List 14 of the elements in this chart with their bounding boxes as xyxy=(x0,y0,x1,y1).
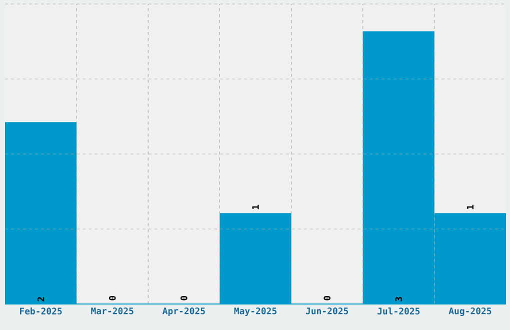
data-label: 2 xyxy=(37,297,44,302)
data-label: 0 xyxy=(324,296,330,300)
data-label: 1 xyxy=(466,204,474,210)
data-label: 1 xyxy=(252,204,259,210)
data-label: 3 xyxy=(395,296,402,302)
x-tick-label: May-2025 xyxy=(234,308,276,316)
x-tick-label: Jun-2025 xyxy=(306,308,348,314)
x-tick-label: Jul-2025 xyxy=(378,308,420,314)
x-tick-label: Apr-2025 xyxy=(162,308,205,316)
data-label: 0 xyxy=(108,296,116,300)
data-label: 0 xyxy=(180,296,188,300)
x-tick-label: Mar-2025 xyxy=(91,308,134,314)
x-tick-label: Aug-2025 xyxy=(448,308,492,316)
x-tick-label: Feb-2025 xyxy=(20,308,62,314)
